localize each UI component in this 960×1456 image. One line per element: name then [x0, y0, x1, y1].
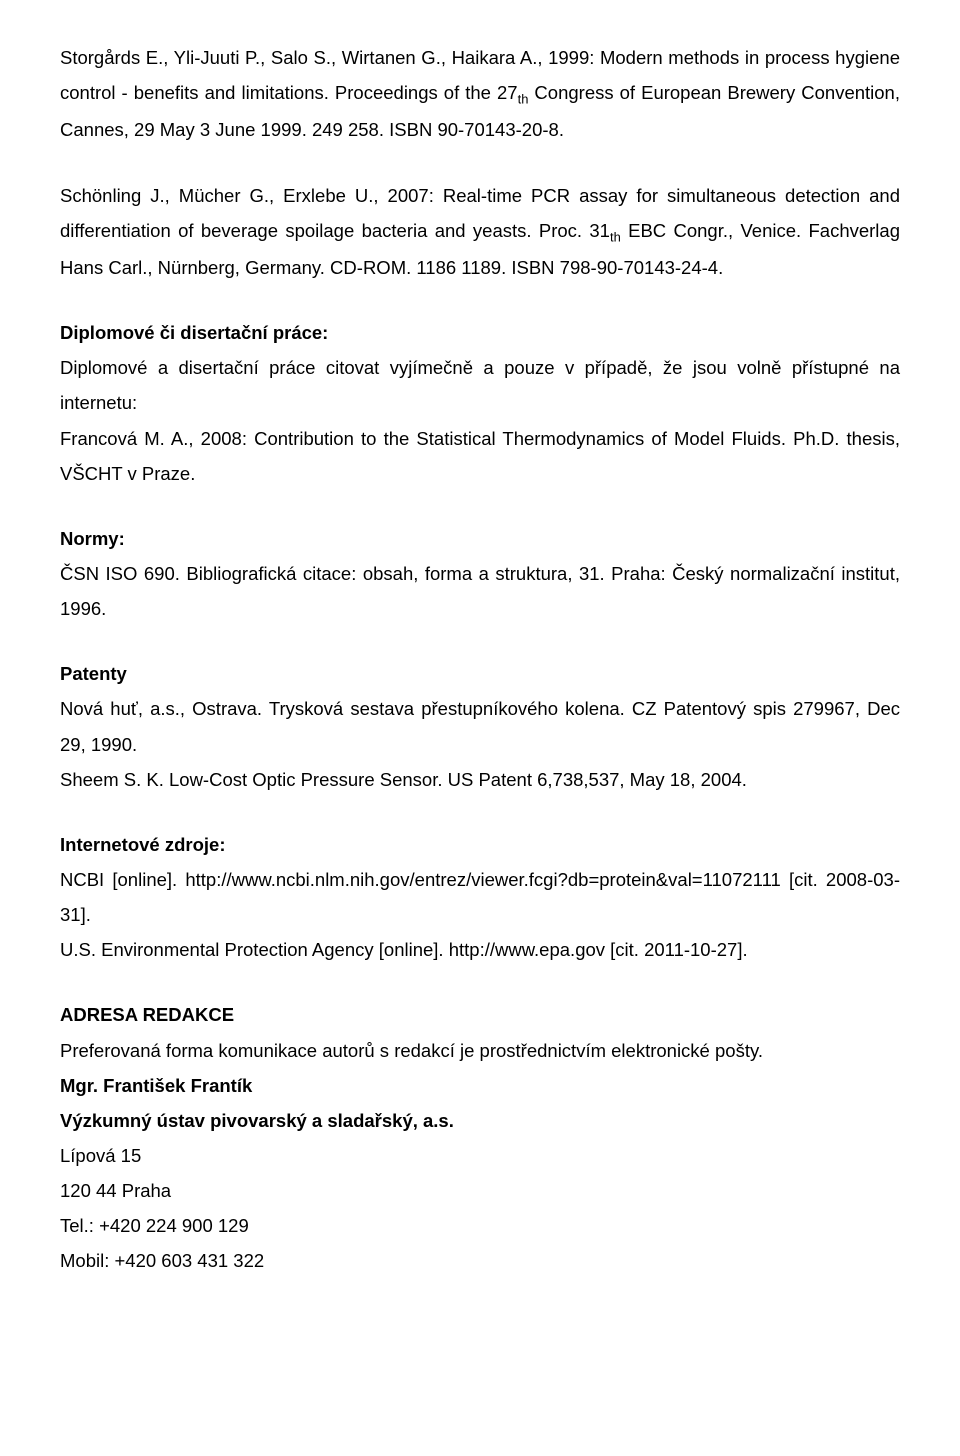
address-name: Mgr. František Frantík — [60, 1068, 900, 1103]
section-address: ADRESA REDAKCE Preferovaná forma komunik… — [60, 997, 900, 1278]
reference-2: Schönling J., Mücher G., Erxlebe U., 200… — [60, 178, 900, 286]
address-heading: ADRESA REDAKCE — [60, 997, 900, 1032]
address-line1: Preferovaná forma komunikace autorů s re… — [60, 1033, 900, 1068]
internet-line1: NCBI [online]. http://www.ncbi.nlm.nih.g… — [60, 862, 900, 932]
ref2-th: th — [610, 229, 621, 244]
theses-line2: Francová M. A., 2008: Contribution to th… — [60, 421, 900, 491]
reference-1: Storgårds E., Yli-Juuti P., Salo S., Wir… — [60, 40, 900, 148]
address-mobile: Mobil: +420 603 431 322 — [60, 1243, 900, 1278]
patents-line2: Sheem S. K. Low-Cost Optic Pressure Sens… — [60, 762, 900, 797]
section-theses: Diplomové či disertační práce: Diplomové… — [60, 315, 900, 491]
norms-line1: ČSN ISO 690. Bibliografická citace: obsa… — [60, 556, 900, 626]
theses-line1: Diplomové a disertační práce citovat vyj… — [60, 350, 900, 420]
patents-heading: Patenty — [60, 656, 900, 691]
theses-heading: Diplomové či disertační práce: — [60, 315, 900, 350]
address-tel: Tel.: +420 224 900 129 — [60, 1208, 900, 1243]
section-patents: Patenty Nová huť, a.s., Ostrava. Tryskov… — [60, 656, 900, 797]
address-org: Výzkumný ústav pivovarský a sladařský, a… — [60, 1103, 900, 1138]
patents-line1: Nová huť, a.s., Ostrava. Trysková sestav… — [60, 691, 900, 761]
internet-heading: Internetové zdroje: — [60, 827, 900, 862]
internet-line2: U.S. Environmental Protection Agency [on… — [60, 932, 900, 967]
section-norms: Normy: ČSN ISO 690. Bibliografická citac… — [60, 521, 900, 626]
section-internet: Internetové zdroje: NCBI [online]. http:… — [60, 827, 900, 968]
address-street: Lípová 15 — [60, 1138, 900, 1173]
norms-heading: Normy: — [60, 521, 900, 556]
ref1-th: th — [518, 92, 529, 107]
address-city: 120 44 Praha — [60, 1173, 900, 1208]
